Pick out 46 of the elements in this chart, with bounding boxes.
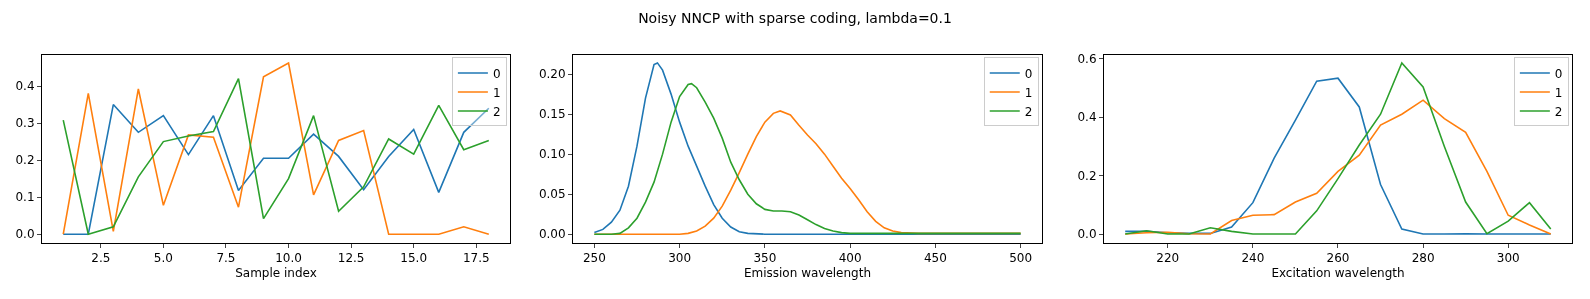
legend-label: 2 (1554, 104, 1563, 119)
y-tick-label: 0.4 (15, 79, 35, 94)
x-tick-label: 10.0 (275, 251, 302, 266)
y-tick-label: 0.1 (15, 190, 35, 205)
y-tick-label: 0.10 (538, 147, 566, 162)
y-tick-label: 0.2 (1077, 168, 1097, 183)
x-tick-label: 12.5 (337, 251, 365, 266)
x-tick-label: 300 (668, 251, 692, 266)
x-tick-label: 220 (1156, 251, 1180, 266)
x-tick-label: 300 (1496, 251, 1520, 266)
legend-label: 1 (1554, 85, 1563, 100)
y-tick-label: 0.20 (538, 67, 566, 82)
y-tick-label: 0.0 (1077, 227, 1097, 242)
y-tick-label: 0.15 (538, 107, 566, 122)
y-tick-label: 0.4 (1077, 110, 1097, 125)
y-tick-label: 0.2 (15, 153, 35, 168)
legend-label: 0 (1554, 66, 1563, 81)
x-tick-label: 7.5 (216, 251, 236, 266)
x-axis-title: Excitation wavelength (1271, 266, 1405, 281)
x-tick-label: 350 (753, 251, 777, 266)
y-tick-label: 0.0 (15, 227, 35, 242)
chart-title: Noisy NNCP with sparse coding, lambda=0.1 (638, 10, 952, 27)
line-series (62, 103, 490, 236)
y-tick-label: 0.00 (538, 227, 566, 242)
x-tick-label: 280 (1411, 251, 1435, 266)
x-tick-label: 450 (923, 251, 947, 266)
legend-label: 2 (1024, 104, 1033, 119)
x-axis-title: Sample index (235, 266, 317, 281)
x-tick-label: 400 (838, 251, 862, 266)
x-tick-label: 500 (1009, 251, 1033, 266)
x-tick-label: 2.5 (91, 251, 111, 266)
x-tick-label: 5.0 (153, 251, 173, 266)
x-tick-label: 260 (1326, 251, 1350, 266)
x-tick-label: 15.0 (400, 251, 428, 266)
y-tick-label: 0.05 (538, 187, 566, 202)
legend-label: 0 (492, 66, 501, 81)
legend-label: 1 (492, 85, 501, 100)
y-tick-label: 0.3 (15, 116, 35, 131)
legend-label: 0 (1024, 66, 1033, 81)
x-tick-label: 17.5 (462, 251, 490, 266)
x-axis-title: Emission wavelength (743, 266, 872, 281)
x-tick-label: 240 (1241, 251, 1265, 266)
legend-label: 2 (492, 104, 501, 119)
legend-label: 1 (1024, 85, 1033, 100)
y-tick-label: 0.6 (1077, 51, 1097, 66)
x-tick-label: 250 (582, 251, 606, 266)
